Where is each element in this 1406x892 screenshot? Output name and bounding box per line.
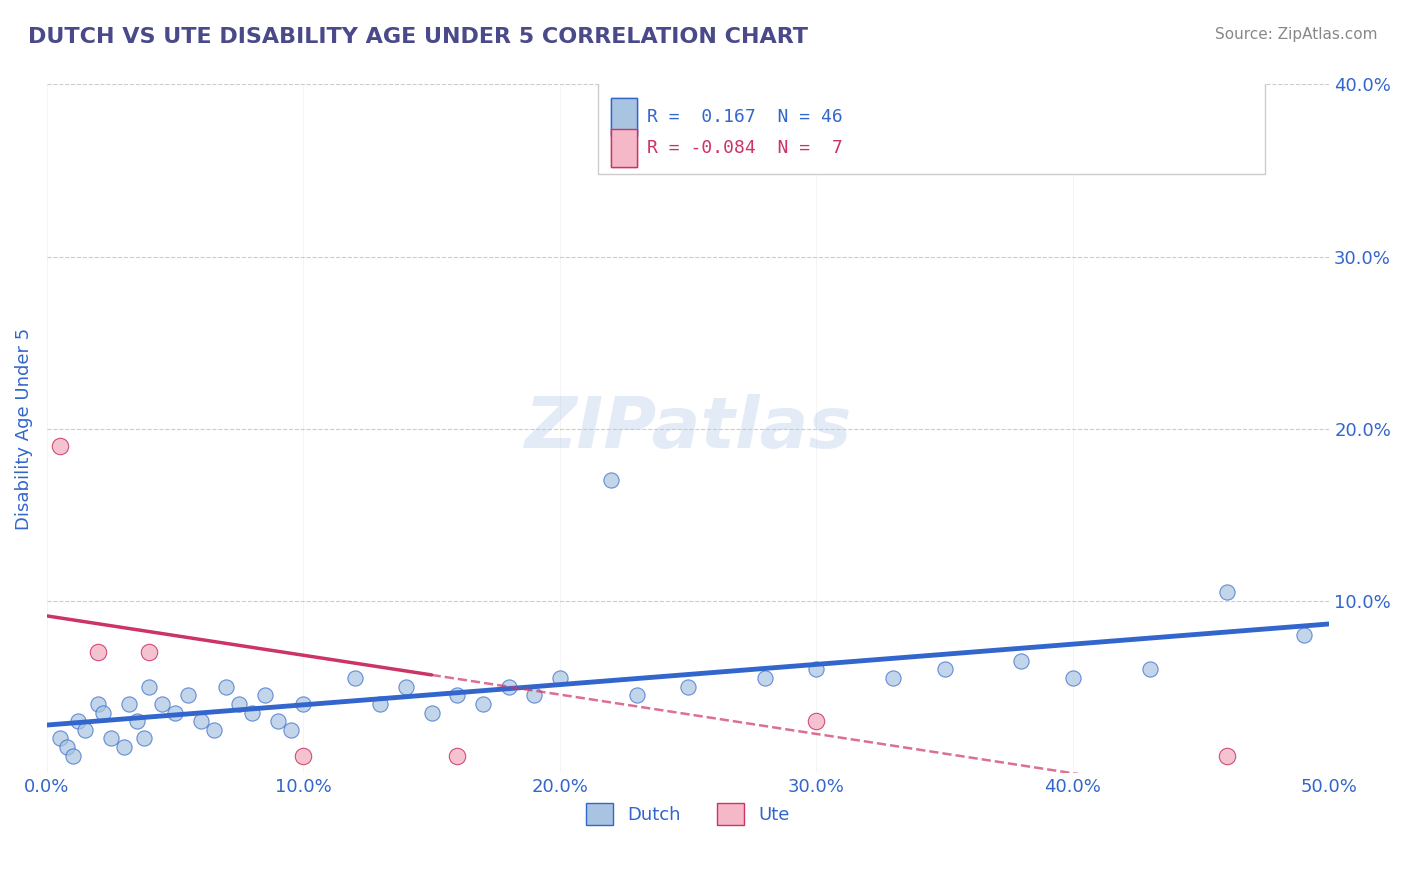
Point <box>240 706 263 720</box>
Point <box>56 739 79 754</box>
Point <box>446 748 468 763</box>
Point <box>100 731 122 746</box>
Point <box>882 671 904 685</box>
Point <box>91 706 114 720</box>
Point <box>1215 748 1237 763</box>
Point <box>48 731 70 746</box>
Point <box>177 688 200 702</box>
Point <box>523 688 546 702</box>
Point <box>253 688 276 702</box>
Point <box>676 680 699 694</box>
Point <box>75 723 97 737</box>
Point <box>280 723 302 737</box>
Text: Source: ZipAtlas.com: Source: ZipAtlas.com <box>1215 27 1378 42</box>
Bar <box>612 129 637 167</box>
Point <box>498 680 520 694</box>
Point <box>267 714 290 728</box>
Point <box>1011 654 1033 668</box>
Point <box>62 748 84 763</box>
Point <box>754 671 776 685</box>
Point <box>548 671 571 685</box>
Text: ZIPatlas: ZIPatlas <box>524 394 852 463</box>
Point <box>1062 671 1084 685</box>
Legend: Dutch, Ute: Dutch, Ute <box>579 796 797 832</box>
Point <box>66 714 89 728</box>
Bar <box>612 98 637 136</box>
Point <box>626 688 648 702</box>
Point <box>1139 663 1161 677</box>
Point <box>1292 628 1315 642</box>
Point <box>395 680 418 694</box>
Point <box>150 697 173 711</box>
Text: R =  0.167  N = 46: R = 0.167 N = 46 <box>647 109 842 127</box>
Point <box>112 739 135 754</box>
Point <box>1215 585 1237 599</box>
Point <box>165 706 187 720</box>
Point <box>292 697 315 711</box>
Text: DUTCH VS UTE DISABILITY AGE UNDER 5 CORRELATION CHART: DUTCH VS UTE DISABILITY AGE UNDER 5 CORR… <box>28 27 808 46</box>
Text: R = -0.084  N =  7: R = -0.084 N = 7 <box>647 139 842 158</box>
Point <box>118 697 141 711</box>
Point <box>600 473 623 487</box>
Point <box>202 723 225 737</box>
Point <box>215 680 238 694</box>
Point <box>138 645 160 659</box>
Point <box>806 714 828 728</box>
Point <box>134 731 156 746</box>
Point <box>934 663 956 677</box>
Point <box>446 688 468 702</box>
Point <box>48 439 70 453</box>
Point <box>228 697 250 711</box>
Point <box>806 663 828 677</box>
Point <box>368 697 391 711</box>
Point <box>471 697 494 711</box>
Bar <box>599 67 1265 174</box>
Point <box>292 748 315 763</box>
Point <box>190 714 212 728</box>
Y-axis label: Disability Age Under 5: Disability Age Under 5 <box>15 327 32 530</box>
Point <box>343 671 366 685</box>
Point <box>87 645 110 659</box>
Point <box>87 697 110 711</box>
Point <box>138 680 160 694</box>
Point <box>125 714 148 728</box>
Point <box>420 706 443 720</box>
